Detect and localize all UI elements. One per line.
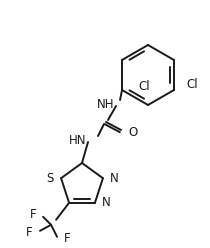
Text: N: N bbox=[110, 172, 119, 185]
Text: Cl: Cl bbox=[138, 80, 150, 93]
Text: F: F bbox=[29, 208, 36, 221]
Text: HN: HN bbox=[68, 133, 86, 147]
Text: NH: NH bbox=[97, 97, 114, 111]
Text: S: S bbox=[47, 172, 54, 185]
Text: O: O bbox=[128, 125, 137, 138]
Text: F: F bbox=[25, 226, 32, 239]
Text: Cl: Cl bbox=[186, 77, 198, 91]
Text: F: F bbox=[64, 232, 71, 245]
Text: N: N bbox=[102, 196, 111, 209]
